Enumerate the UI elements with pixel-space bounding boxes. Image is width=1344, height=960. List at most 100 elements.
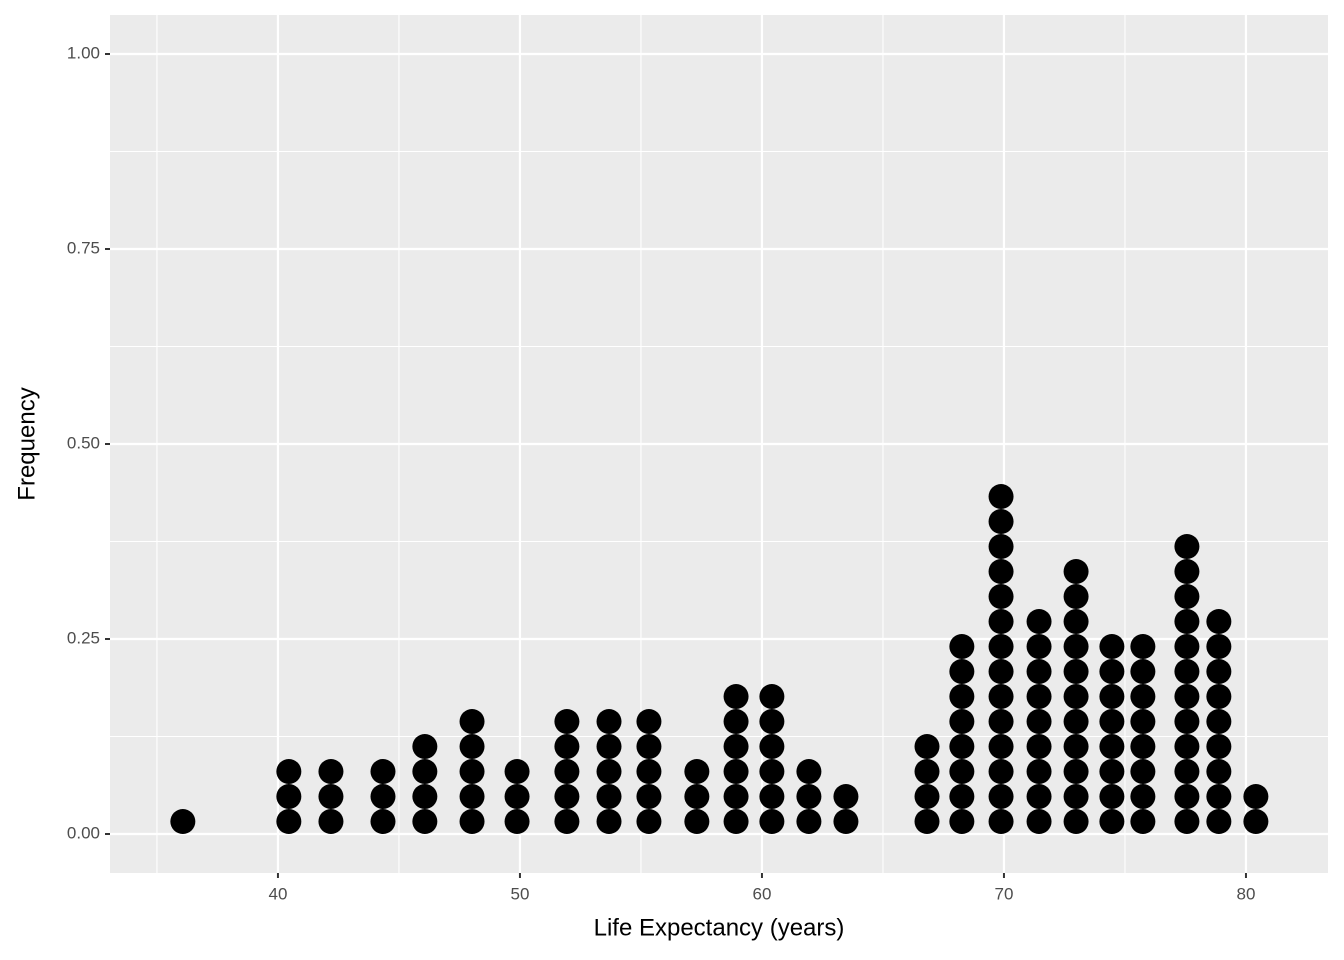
- y-tick-label: 1.00: [67, 43, 100, 62]
- dot: [596, 784, 622, 809]
- dot: [833, 784, 859, 809]
- dot: [1099, 784, 1125, 809]
- dot: [949, 809, 975, 834]
- dot: [1063, 659, 1089, 684]
- dot: [1130, 659, 1156, 684]
- dot: [1206, 684, 1232, 709]
- dot: [1174, 659, 1200, 684]
- dot: [1099, 659, 1125, 684]
- dot: [1063, 584, 1089, 609]
- dot: [1174, 559, 1200, 584]
- dot: [596, 709, 622, 734]
- dot: [276, 784, 302, 809]
- dot: [170, 809, 196, 834]
- dot: [723, 784, 749, 809]
- dot: [1026, 734, 1052, 759]
- dot: [596, 809, 622, 834]
- dot: [1130, 684, 1156, 709]
- dot: [1063, 634, 1089, 659]
- dots: [170, 484, 1269, 834]
- dot: [1099, 734, 1125, 759]
- dot: [759, 809, 785, 834]
- dot: [1026, 609, 1052, 634]
- dot: [1174, 584, 1200, 609]
- dot: [949, 684, 975, 709]
- y-tick-label: 0.75: [67, 238, 100, 257]
- dot: [554, 809, 580, 834]
- grid: [110, 15, 1328, 873]
- dot: [1099, 809, 1125, 834]
- dot: [988, 559, 1014, 584]
- dot: [318, 759, 344, 784]
- dot: [412, 734, 438, 759]
- dot: [1174, 709, 1200, 734]
- dot: [988, 609, 1014, 634]
- x-tick-label: 50: [510, 884, 529, 903]
- dot: [1099, 759, 1125, 784]
- dot: [759, 784, 785, 809]
- dot: [1026, 634, 1052, 659]
- x-tick-label: 40: [268, 884, 287, 903]
- dot: [988, 759, 1014, 784]
- dot: [318, 809, 344, 834]
- dot: [459, 734, 485, 759]
- dot: [1063, 609, 1089, 634]
- dot: [412, 784, 438, 809]
- dot: [636, 709, 662, 734]
- dot: [596, 759, 622, 784]
- dot: [1174, 784, 1200, 809]
- dot: [914, 809, 940, 834]
- dot: [1206, 659, 1232, 684]
- dot: [949, 634, 975, 659]
- dot: [1206, 609, 1232, 634]
- dot: [504, 759, 530, 784]
- dot: [1130, 634, 1156, 659]
- dot: [554, 709, 580, 734]
- dot: [914, 759, 940, 784]
- dot: [1130, 784, 1156, 809]
- dot: [1063, 559, 1089, 584]
- dot: [636, 759, 662, 784]
- dot: [1206, 634, 1232, 659]
- dot: [412, 809, 438, 834]
- dot: [949, 734, 975, 759]
- dot: [949, 784, 975, 809]
- dot: [988, 659, 1014, 684]
- dot: [1099, 634, 1125, 659]
- dot: [1206, 709, 1232, 734]
- dot: [276, 809, 302, 834]
- dot: [1026, 659, 1052, 684]
- dot: [723, 709, 749, 734]
- dot: [723, 734, 749, 759]
- dot: [504, 784, 530, 809]
- dot: [1063, 734, 1089, 759]
- dot: [723, 759, 749, 784]
- dot: [988, 709, 1014, 734]
- dot: [1174, 734, 1200, 759]
- dot: [914, 734, 940, 759]
- dot: [1063, 809, 1089, 834]
- dot: [1099, 709, 1125, 734]
- dot: [949, 759, 975, 784]
- dot: [412, 759, 438, 784]
- dot: [1174, 534, 1200, 559]
- dot: [723, 809, 749, 834]
- dot: [1130, 734, 1156, 759]
- x-tick-label: 70: [994, 884, 1013, 903]
- dot: [370, 759, 396, 784]
- dot: [459, 709, 485, 734]
- dot: [1063, 759, 1089, 784]
- dot: [1243, 784, 1269, 809]
- dot: [949, 709, 975, 734]
- dot: [554, 759, 580, 784]
- dot: [1206, 809, 1232, 834]
- dot: [988, 809, 1014, 834]
- dot: [1130, 709, 1156, 734]
- dot: [636, 734, 662, 759]
- dot: [1130, 759, 1156, 784]
- dot: [1026, 684, 1052, 709]
- dot: [723, 684, 749, 709]
- y-axis-title: Frequency: [13, 387, 40, 500]
- dot: [1206, 734, 1232, 759]
